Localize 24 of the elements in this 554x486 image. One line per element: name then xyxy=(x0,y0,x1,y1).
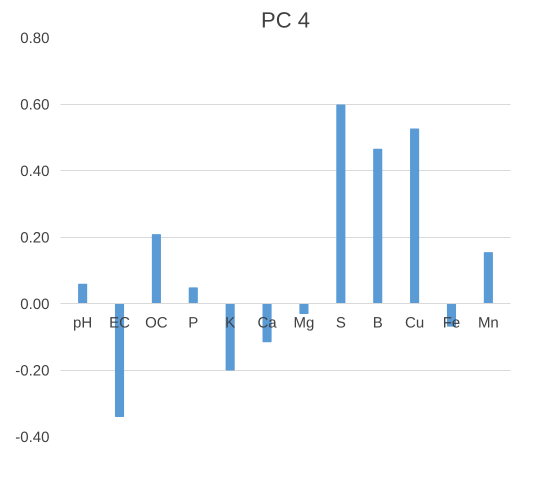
bar xyxy=(152,234,161,304)
y-tick-label: 0.80 xyxy=(20,30,50,47)
bar xyxy=(373,148,382,304)
bar xyxy=(336,104,346,304)
chart-title: PC 4 xyxy=(261,8,310,32)
bar xyxy=(410,128,420,304)
x-tick-label: B xyxy=(372,314,383,332)
y-tick-label: 0.60 xyxy=(20,96,50,114)
x-tick-label: pH xyxy=(73,314,92,332)
y-tick-label: -0.20 xyxy=(15,362,50,380)
bar xyxy=(484,252,493,304)
x-tick-label: OC xyxy=(145,314,168,332)
x-tick-label: Cu xyxy=(405,314,424,332)
x-tick-label: Mg xyxy=(294,314,314,332)
bar xyxy=(78,284,88,304)
y-tick-label: 0.00 xyxy=(20,296,50,313)
bar xyxy=(188,287,198,304)
x-tick-label: Mn xyxy=(478,314,499,332)
bar xyxy=(299,303,308,314)
y-tick-label: -0.40 xyxy=(15,429,50,446)
y-tick-label: 0.20 xyxy=(20,230,50,246)
y-tick-label: 0.40 xyxy=(20,163,50,180)
x-tick-label: P xyxy=(188,314,198,332)
x-tick-label: S xyxy=(336,314,346,332)
